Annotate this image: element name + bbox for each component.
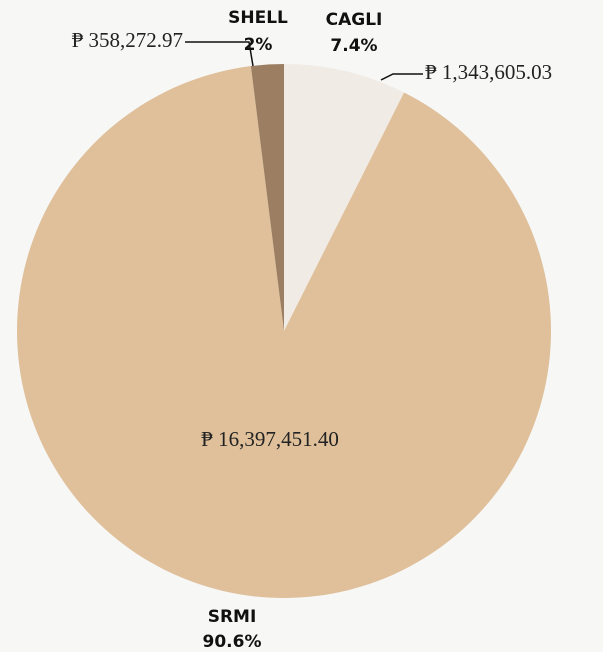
pie-slice (284, 64, 405, 331)
pie-slice (250, 64, 284, 331)
value-label: ₱ 16,397,451.40 (201, 427, 339, 451)
pie-slice (17, 66, 552, 599)
value-label: ₱ 1,343,605.03 (425, 60, 552, 84)
category-label: SHELL (228, 8, 288, 28)
category-label: CAGLI (326, 10, 383, 30)
percentage-label: 7.4% (330, 36, 377, 56)
leader-line (185, 41, 254, 67)
percentage-label: 90.6% (203, 632, 262, 652)
category-label: SRMI (208, 607, 257, 627)
percentage-label: 2% (244, 35, 273, 55)
value-label: ₱ 358,272.97 (72, 28, 183, 52)
leader-line (380, 73, 423, 81)
